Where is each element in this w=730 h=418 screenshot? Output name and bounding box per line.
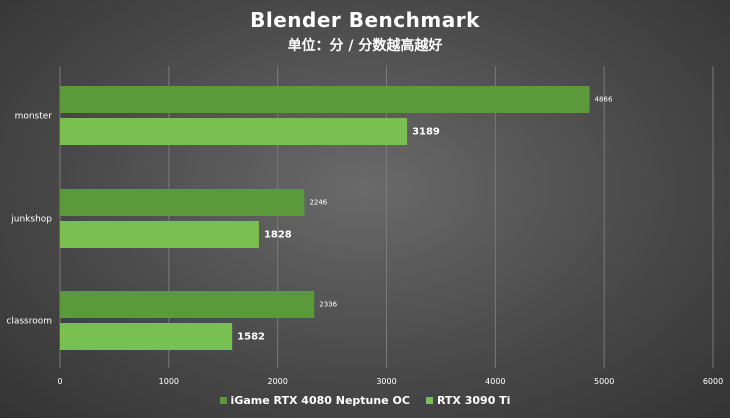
x-tick-label-6000: 6000 <box>703 377 723 386</box>
data-label-junkshop-series-1: 2246 <box>309 199 327 207</box>
data-label-classroom-series-2: 1582 <box>237 332 265 343</box>
category-label-classroom: classroom <box>6 317 52 327</box>
data-label-classroom-series-1: 2336 <box>319 301 337 309</box>
x-tick-label-4000: 4000 <box>485 377 505 386</box>
category-label-monster: monster <box>15 112 53 122</box>
x-tick-label-1000: 1000 <box>159 377 179 386</box>
legend-label-series-1: iGame RTX 4080 Neptune OC <box>230 394 410 407</box>
bar-classroom-series-2 <box>60 323 233 350</box>
bar-classroom-series-1 <box>60 291 315 318</box>
data-label-monster-series-1: 4866 <box>595 96 613 104</box>
legend-swatch-series-2 <box>425 397 433 404</box>
legend-item-series-1: iGame RTX 4080 Neptune OC <box>219 394 410 407</box>
bar-junkshop-series-2 <box>60 221 259 248</box>
category-label-junkshop: junkshop <box>10 215 52 225</box>
x-tick-label-3000: 3000 <box>376 377 396 386</box>
bar-monster-series-1 <box>60 86 590 113</box>
data-label-monster-series-2: 3189 <box>412 127 440 138</box>
bar-monster-series-2 <box>60 118 408 145</box>
x-tick-label-2000: 2000 <box>267 377 287 386</box>
chart-legend: iGame RTX 4080 Neptune OC RTX 3090 Ti <box>0 394 730 407</box>
legend-label-series-2: RTX 3090 Ti <box>436 394 511 407</box>
bar-junkshop-series-1 <box>60 189 305 216</box>
chart-subtitle: 单位：分 / 分数越高越好 <box>287 38 443 54</box>
x-tick-label-5000: 5000 <box>594 377 614 386</box>
legend-item-series-2: RTX 3090 Ti <box>425 394 511 407</box>
chart-title: Blender Benchmark <box>250 8 480 32</box>
x-tick-label-0: 0 <box>57 377 62 386</box>
legend-swatch-series-1 <box>219 397 227 404</box>
data-label-junkshop-series-2: 1828 <box>264 230 292 241</box>
